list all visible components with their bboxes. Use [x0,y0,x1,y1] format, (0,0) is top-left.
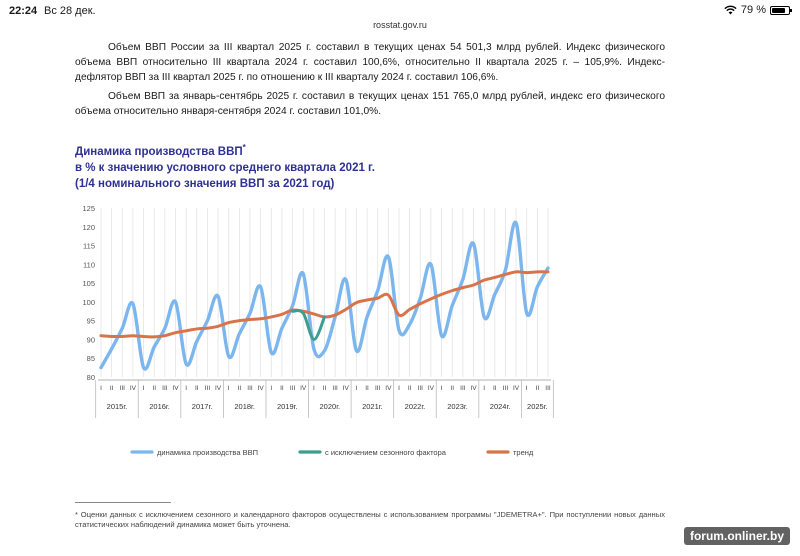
chart-title: Динамика производства ВВП* в % к значени… [75,140,375,192]
x-tick-quarter: I [483,385,485,392]
legend-label: динамика производства ВВП [157,448,258,457]
chart-title-line2: в % к значению условного среднего кварта… [75,161,375,174]
chart-title-line3: (1/4 номинального значения ВВП за 2021 г… [75,177,335,190]
status-time: 22:24 [9,5,38,17]
page-url[interactable]: rosstat.gov.ru [373,20,427,30]
x-tick-quarter: IV [215,385,222,392]
x-tick-quarter: I [398,385,400,392]
y-tick-label: 90 [87,335,95,344]
series-gdp-dynamics [99,220,550,371]
y-tick-label: 80 [87,373,95,382]
x-tick-year: 2024г. [490,402,511,411]
x-tick-quarter: IV [258,385,265,392]
x-tick-quarter: I [441,385,443,392]
x-tick-quarter: IV [300,385,307,392]
x-tick-year: 2023г. [447,402,468,411]
y-tick-label: 105 [82,279,95,288]
x-tick-quarter: IV [470,385,477,392]
x-tick-quarter: I [270,385,272,392]
y-tick-label: 120 [82,223,95,232]
battery-percent: 79 % [740,4,766,16]
x-tick-quarter: III [205,385,211,392]
x-tick-year: 2017г. [192,402,213,411]
footnote: * Оценки данных с исключением сезонного … [75,510,665,529]
x-tick-year: 2022г. [405,402,426,411]
x-tick-quarter: III [375,385,381,392]
x-tick-year: 2019г. [277,402,298,411]
paragraph-gdp-9months: Объем ВВП за январь-сентябрь 2025 г. сос… [75,91,665,117]
wifi-icon [724,5,737,15]
x-tick-quarter: II [280,385,284,392]
y-tick-label: 100 [82,298,95,307]
x-tick-quarter: I [185,385,187,392]
x-tick-quarter: I [313,385,315,392]
x-tick-quarter: IV [130,385,137,392]
x-tick-quarter: I [526,385,528,392]
x-tick-quarter: IV [428,385,435,392]
x-tick-year: 2015г. [107,402,128,411]
x-tick-quarter: IV [172,385,179,392]
chart-title-line1: Динамика производства ВВП [75,145,243,158]
x-tick-quarter: III [332,385,338,392]
x-tick-quarter: II [152,385,156,392]
status-indicators: 79 % [724,4,792,16]
x-tick-quarter: III [418,385,424,392]
x-tick-year: 2025г. [527,402,548,411]
x-tick-year: 2021г. [362,402,383,411]
x-tick-quarter: II [493,385,497,392]
x-tick-quarter: III [545,385,551,392]
series-seasonally-adjusted [291,309,326,341]
x-tick-quarter: II [110,385,114,392]
x-tick-quarter: III [460,385,466,392]
status-bar: 22:24 Вс 28 дек. 79 % [0,0,800,22]
legend-label: тренд [513,448,534,457]
status-date: Вс 28 дек. [44,5,96,17]
x-tick-quarter: I [143,385,145,392]
y-tick-label: 110 [83,260,95,269]
x-tick-quarter: II [536,385,540,392]
y-tick-label: 95 [87,317,95,326]
x-tick-quarter: III [247,385,253,392]
paragraph-gdp-q3: Объем ВВП России за III квартал 2025 г. … [75,42,665,83]
x-tick-year: 2020г. [320,402,341,411]
y-tick-label: 125 [82,204,95,213]
x-tick-quarter: I [356,385,358,392]
x-tick-quarter: II [408,385,412,392]
battery-icon [770,5,792,15]
x-tick-quarter: II [450,385,454,392]
x-tick-quarter: III [503,385,509,392]
x-tick-year: 2016г. [149,402,170,411]
x-tick-quarter: I [100,385,102,392]
x-tick-quarter: III [290,385,296,392]
footnote-divider [75,502,171,503]
x-tick-quarter: II [238,385,242,392]
x-tick-quarter: IV [513,385,520,392]
legend-label: с исключением сезонного фактора [325,448,447,457]
footnote-mark: * [242,143,246,152]
x-tick-quarter: II [365,385,369,392]
x-tick-quarter: II [195,385,199,392]
y-tick-label: 115 [83,242,95,251]
x-tick-quarter: IV [343,385,350,392]
x-tick-quarter: IV [385,385,392,392]
x-tick-quarter: I [228,385,230,392]
watermark: forum.onliner.by [683,527,790,545]
y-tick-label: 85 [87,354,95,363]
x-tick-quarter: III [162,385,168,392]
x-tick-quarter: II [323,385,327,392]
x-tick-year: 2018г. [234,402,255,411]
x-tick-quarter: III [120,385,126,392]
